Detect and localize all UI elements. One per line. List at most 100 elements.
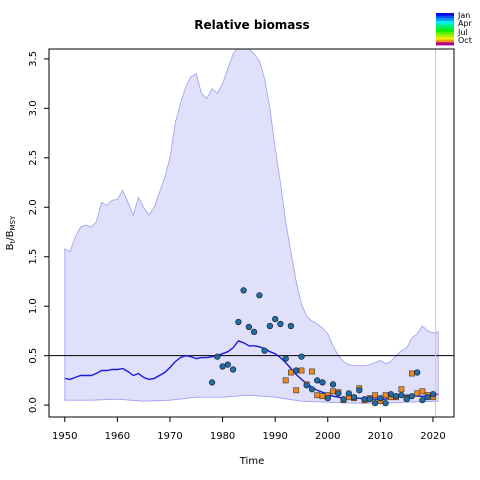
circle-point bbox=[308, 386, 316, 393]
circle-point bbox=[398, 392, 405, 399]
legend-swatch bbox=[436, 23, 454, 27]
circle-point bbox=[340, 396, 347, 403]
x-axis-label: Time bbox=[239, 456, 264, 467]
circle-point bbox=[424, 394, 431, 401]
circle-point bbox=[287, 322, 295, 330]
legend-swatch bbox=[436, 21, 454, 25]
circle-point bbox=[351, 394, 358, 401]
square-point bbox=[382, 392, 389, 399]
legend-swatch bbox=[436, 42, 454, 46]
circle-point bbox=[429, 391, 437, 398]
circle-point bbox=[408, 393, 416, 400]
legend-swatch bbox=[436, 37, 454, 41]
circle-point bbox=[272, 316, 279, 323]
x-tick-label: 2000 bbox=[315, 431, 340, 442]
legend-swatch bbox=[436, 15, 454, 19]
circle-point bbox=[335, 390, 342, 397]
circle-point bbox=[319, 379, 326, 386]
circle-point bbox=[329, 381, 337, 388]
y-tick-label: 3.5 bbox=[28, 51, 39, 67]
x-tick-label: 1960 bbox=[105, 431, 130, 442]
x-tick-label: 1950 bbox=[52, 431, 77, 442]
x-tick-label: 1990 bbox=[262, 431, 287, 442]
circle-point bbox=[314, 377, 321, 384]
y-tick-label: 0.5 bbox=[28, 348, 39, 364]
legend-label-jul: Jul bbox=[457, 28, 468, 37]
circle-point bbox=[224, 361, 231, 368]
y-axis-label: Bt/BMSY bbox=[5, 215, 17, 250]
y-tick-label: 2.5 bbox=[28, 150, 39, 166]
square-point bbox=[293, 387, 300, 394]
y-tick-label: 3.0 bbox=[28, 100, 39, 116]
square-point bbox=[319, 393, 326, 400]
square-point bbox=[314, 392, 321, 399]
legend-swatch bbox=[436, 13, 454, 17]
square-point bbox=[408, 370, 415, 377]
circle-point bbox=[382, 400, 389, 407]
square-point bbox=[287, 369, 294, 376]
chart-title: Relative biomass bbox=[194, 18, 309, 32]
circle-point bbox=[366, 396, 373, 403]
circle-point bbox=[245, 323, 252, 331]
circle-point bbox=[303, 382, 310, 389]
y-tick-label: 0.0 bbox=[28, 397, 39, 413]
y-label-sub-msy: MSY bbox=[9, 215, 17, 230]
circle-point bbox=[361, 396, 368, 403]
circle-point bbox=[219, 363, 226, 370]
circle-point bbox=[324, 395, 331, 402]
circle-point bbox=[377, 395, 384, 402]
square-point bbox=[414, 390, 421, 397]
circle-point bbox=[235, 318, 242, 326]
square-point bbox=[398, 386, 405, 393]
square-point bbox=[419, 388, 426, 395]
uncertainty-band bbox=[64, 49, 439, 404]
legend-swatch bbox=[436, 18, 454, 22]
square-point bbox=[298, 367, 305, 374]
circle-point bbox=[387, 391, 395, 398]
circle-point bbox=[403, 396, 410, 403]
y-tick-label: 1.0 bbox=[28, 298, 39, 314]
plot-area bbox=[49, 49, 454, 417]
y-axis: 0.0 0.5 1.0 1.5 2.0 2.5 3.0 3.5 bbox=[28, 51, 49, 413]
circle-point bbox=[230, 366, 237, 373]
circle-point bbox=[282, 355, 289, 362]
legend-label-apr: Apr bbox=[458, 19, 473, 28]
y-tick-label: 2.0 bbox=[28, 199, 39, 215]
circle-point bbox=[298, 353, 305, 360]
circle-point bbox=[393, 393, 400, 400]
x-tick-label: 1980 bbox=[210, 431, 235, 442]
circle-point bbox=[419, 397, 426, 404]
circle-point bbox=[414, 369, 421, 376]
circle-point bbox=[251, 328, 258, 336]
y-label-sub-t: t bbox=[9, 240, 17, 243]
square-point bbox=[372, 392, 378, 399]
circle-point bbox=[356, 387, 363, 394]
x-tick-label: 2010 bbox=[368, 431, 393, 442]
legend-label-oct: Oct bbox=[458, 36, 472, 45]
legend-swatch bbox=[436, 26, 454, 30]
x-tick-label: 1970 bbox=[157, 431, 182, 442]
square-point bbox=[330, 388, 336, 395]
square-point bbox=[309, 368, 315, 375]
legend-swatch bbox=[436, 39, 454, 43]
x-axis: 1950 1960 1970 1980 1990 2000 2010 2020 bbox=[52, 416, 446, 442]
square-point bbox=[282, 377, 289, 384]
legend-swatch bbox=[436, 34, 454, 38]
circle-point bbox=[261, 347, 268, 354]
legend-swatch bbox=[436, 29, 454, 33]
legend-swatch bbox=[436, 31, 454, 35]
circle-point bbox=[266, 322, 274, 330]
y-tick-label: 1.5 bbox=[28, 249, 39, 265]
circle-point bbox=[293, 367, 300, 374]
circle-point bbox=[277, 320, 284, 328]
circle-point bbox=[240, 287, 247, 294]
circle-point bbox=[372, 400, 379, 407]
circle-point bbox=[214, 353, 221, 360]
circle-point bbox=[256, 292, 263, 299]
y-label-main: B bbox=[5, 243, 16, 250]
x-tick-label: 2020 bbox=[420, 431, 445, 442]
y-label-sep: /B bbox=[5, 230, 16, 240]
month-color-legend: Jan Apr Jul Oct bbox=[436, 11, 473, 46]
circle-point bbox=[209, 379, 216, 386]
